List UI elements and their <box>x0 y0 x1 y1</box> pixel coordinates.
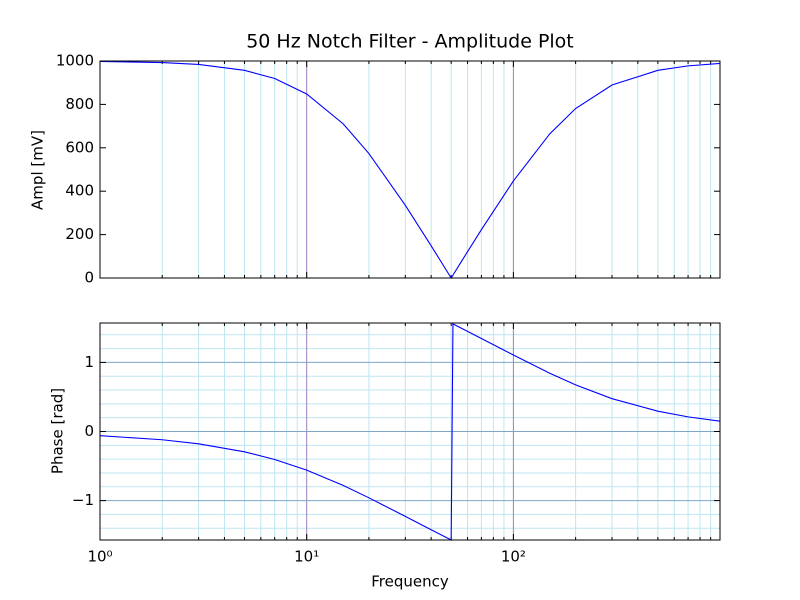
y-tick-label: 400 <box>65 182 94 200</box>
x-tick-label: 10² <box>501 548 526 566</box>
y-axis-label: Phase [rad] <box>49 388 67 474</box>
chart-title: 50 Hz Notch Filter - Amplitude Plot <box>246 31 574 53</box>
plot-frame <box>99 60 721 279</box>
y-tick-label: 1 <box>84 353 94 371</box>
y-tick-label: −1 <box>72 491 94 509</box>
y-tick-label: 0 <box>84 422 94 440</box>
x-axis-label: Frequency <box>371 573 449 591</box>
x-tick-label: 10¹ <box>294 548 319 566</box>
y-tick-label: 600 <box>65 138 94 156</box>
y-tick-label: 1000 <box>56 52 94 70</box>
y-tick-label: 800 <box>65 95 94 113</box>
y-tick-label: 0 <box>84 269 94 287</box>
x-tick-label: 10⁰ <box>87 548 112 566</box>
y-axis-label: Ampl [mV] <box>29 130 47 210</box>
plot-frame <box>99 322 721 541</box>
y-tick-label: 200 <box>65 225 94 243</box>
